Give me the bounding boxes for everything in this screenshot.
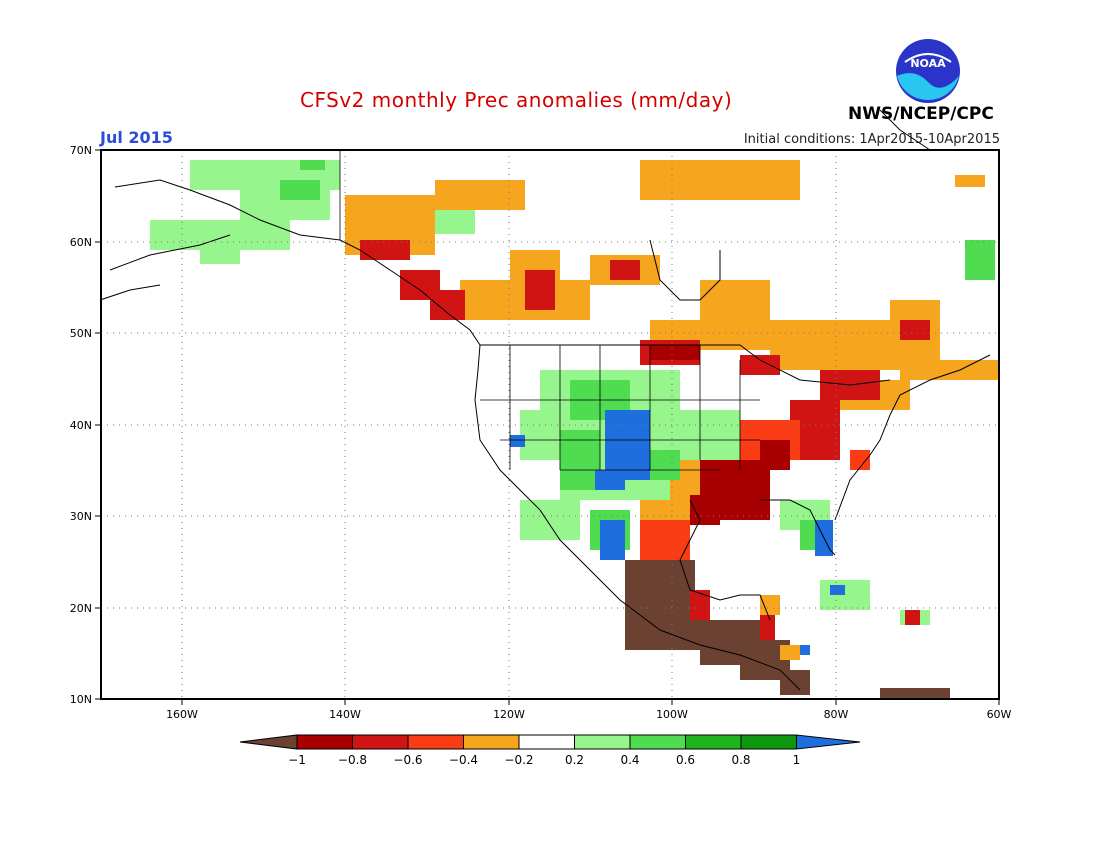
lon-label: 140W xyxy=(329,708,361,721)
colorbar-segment xyxy=(574,734,631,750)
noaa-logo-text: NOAA xyxy=(910,57,946,70)
lat-label: 60N xyxy=(70,236,92,249)
colorbar-arrow-left xyxy=(239,734,298,750)
colorbar-label: −0.8 xyxy=(338,753,367,767)
colorbar-label: 0.6 xyxy=(676,753,695,767)
lat-label: 20N xyxy=(70,602,92,615)
colorbar-segment xyxy=(296,734,353,750)
colorbar-label: 0.2 xyxy=(565,753,584,767)
colorbar-label: 0.4 xyxy=(620,753,639,767)
colorbar-label: −0.2 xyxy=(504,753,533,767)
tick-marks xyxy=(95,149,1000,705)
colorbar-label: −1 xyxy=(288,753,306,767)
colorbar-segment xyxy=(518,734,575,750)
forecast-month: Jul 2015 xyxy=(100,128,173,147)
anomaly-shading xyxy=(150,160,999,698)
colorbar-label: −0.4 xyxy=(449,753,478,767)
lat-labels: 70N 60N 50N 40N 30N 20N 10N xyxy=(70,144,92,706)
colorbar: −1 −0.8 −0.6 −0.4 −0.2 0.2 0.4 0.6 0.8 1 xyxy=(239,734,861,767)
lon-labels: 160W 140W 120W 100W 80W 60W xyxy=(166,708,1011,721)
colorbar-segment xyxy=(685,734,742,750)
colorbar-segment xyxy=(463,734,520,750)
lat-label: 40N xyxy=(70,419,92,432)
colorbar-segment xyxy=(629,734,686,750)
initial-conditions: Initial conditions: 1Apr2015-10Apr2015 xyxy=(743,132,1000,147)
colorbar-label: 0.8 xyxy=(731,753,750,767)
lat-label: 50N xyxy=(70,327,92,340)
colorbar-arrow-right xyxy=(796,734,861,750)
lon-label: 100W xyxy=(656,708,688,721)
lat-label: 70N xyxy=(70,144,92,157)
coastlines xyxy=(99,109,991,691)
state-borders xyxy=(339,150,760,471)
lat-label: 10N xyxy=(70,693,92,706)
region-southwest-wet xyxy=(510,410,845,655)
lon-label: 80W xyxy=(824,708,849,721)
colorbar-label: −0.6 xyxy=(393,753,422,767)
map-title: CFSv2 monthly Prec anomalies (mm/day) xyxy=(300,88,733,112)
lon-label: 160W xyxy=(166,708,198,721)
lat-label: 30N xyxy=(70,510,92,523)
noaa-logo: NOAA xyxy=(896,39,960,103)
lon-label: 60W xyxy=(987,708,1012,721)
colorbar-segment xyxy=(352,734,409,750)
lon-label: 120W xyxy=(493,708,525,721)
colorbar-segment xyxy=(407,734,464,750)
agency-label: NWS/NCEP/CPC xyxy=(848,104,994,124)
colorbar-label: 1 xyxy=(793,753,801,767)
colorbar-segment xyxy=(740,734,797,750)
